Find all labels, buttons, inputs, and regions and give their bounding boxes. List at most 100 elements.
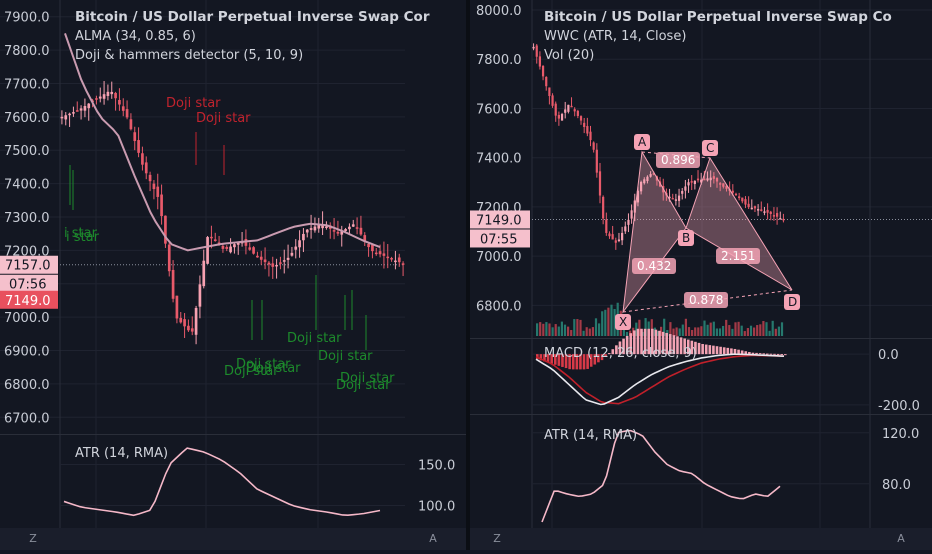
candle-body [275,264,278,267]
candle-body [598,171,602,196]
candle-body [738,196,741,199]
candle-body [554,103,557,116]
macd-histogram-bar [622,338,625,355]
right-price-tick: 7400.0 [476,152,522,167]
candle-body [378,251,382,255]
candle-body [630,210,633,219]
candle-body [190,328,194,332]
volume-bar [771,320,774,336]
candle-body [382,253,386,256]
candle-body [772,215,776,217]
candle-body [164,215,167,244]
candle-body [696,178,700,181]
candle-body [397,257,401,263]
zoom-icon-right[interactable]: Z [493,531,501,545]
macd-histogram-bar [758,353,762,355]
macd-histogram-bar [776,353,780,355]
right-price-tick: 7000.0 [476,250,522,265]
candle-body [233,244,236,248]
right-price-badge: 7149.0 [476,213,522,228]
left-price-tick: 7300.0 [4,211,50,226]
candle-body [279,262,282,264]
pattern-ratio-label: 0.432 [637,259,671,273]
macd-histogram-bar [704,344,708,355]
panel-divider[interactable] [466,0,470,550]
volume-bar [681,324,684,336]
doji-label-green: i star [66,230,100,245]
left-candles [60,81,405,345]
pattern-point-c [702,140,718,156]
candle-body [725,186,728,189]
candle-body [560,114,564,121]
candle-body [703,178,706,181]
macd-histogram-bar [676,336,679,355]
macd-histogram-bar [679,337,683,355]
macd-histogram-bar [564,354,568,369]
doji-detector-legend: Doji & hammers detector (5, 10, 9) [75,48,304,63]
candle-body [621,232,624,241]
candle-body [602,196,605,219]
candle-body [624,226,627,232]
left-price-tick: 6700.0 [4,411,50,426]
macd-histogram-bar [550,354,553,364]
macd-histogram-bar [546,354,550,363]
macd-histogram-bar [668,334,672,355]
candle-body [198,284,202,307]
macd-histogram-bar [737,349,740,355]
volume-bar [650,319,653,336]
volume-bar [669,322,672,336]
macd-histogram-bar [611,349,615,355]
left-chart-panel[interactable]: Doji star Doji star i star i star Doji star D… [0,0,466,550]
macd-histogram-bar [615,345,618,355]
macd-histogram-bar [733,348,737,355]
volume-bar [644,318,647,336]
doji-label-red: Doji star [196,111,251,126]
volume-bar [601,311,604,336]
volume-bar [687,327,691,336]
macd-histogram-bar [593,354,597,365]
candle-body [213,239,217,242]
right-chart-panel[interactable]: X A B C D 0.896 0.432 2.151 0.878 8000.0 7800.0 76… [470,0,932,550]
candle-body [535,45,538,57]
candle-body [567,104,570,112]
candle-body [605,219,608,233]
candle-body [340,231,344,235]
volume-bar [743,331,746,336]
volume-bar [656,331,660,336]
macd-histogram-bar [715,346,719,355]
macd-histogram-bar [722,347,726,355]
candle-body [290,252,294,256]
candle-body [681,191,684,194]
macd-histogram-bar [557,354,561,366]
left-atr-tick: 100.0 [418,500,455,515]
zoom-icon-left[interactable]: Z [29,531,37,545]
candle-body [371,244,374,252]
candle-body [649,174,652,177]
right-symbol-title: Bitcoin / US Dollar Perpetual Inverse Sw… [544,9,892,25]
volume-bar [756,325,759,336]
candle-body [586,126,589,134]
right-chart-canvas[interactable]: X A B C D 0.896 0.432 2.151 0.878 8000.0 7800.0 76… [470,0,932,550]
volume-bar [604,309,607,336]
wwc-legend: WWC (ATR, 14, Close) [544,29,687,44]
auto-scale-icon-right[interactable]: A [897,531,905,545]
volume-bar [551,327,554,336]
pattern-point-label: D [788,295,797,309]
candle-body [775,213,779,217]
candle-body [271,263,275,267]
macd-signal-line [535,354,785,405]
right-price-tick: 6800.0 [476,299,522,314]
candle-body [144,162,148,174]
candle-body [757,209,760,211]
candle-body [114,92,117,99]
volume-bar [579,319,582,336]
candle-body [263,259,267,263]
candle-body [652,173,655,175]
candle-body [782,218,785,221]
candle-body [98,96,102,99]
right-price-tick: 8000.0 [476,4,522,19]
volume-bar [591,327,594,336]
macd-histogram-bar [762,353,766,355]
auto-scale-icon-left[interactable]: A [429,531,437,545]
